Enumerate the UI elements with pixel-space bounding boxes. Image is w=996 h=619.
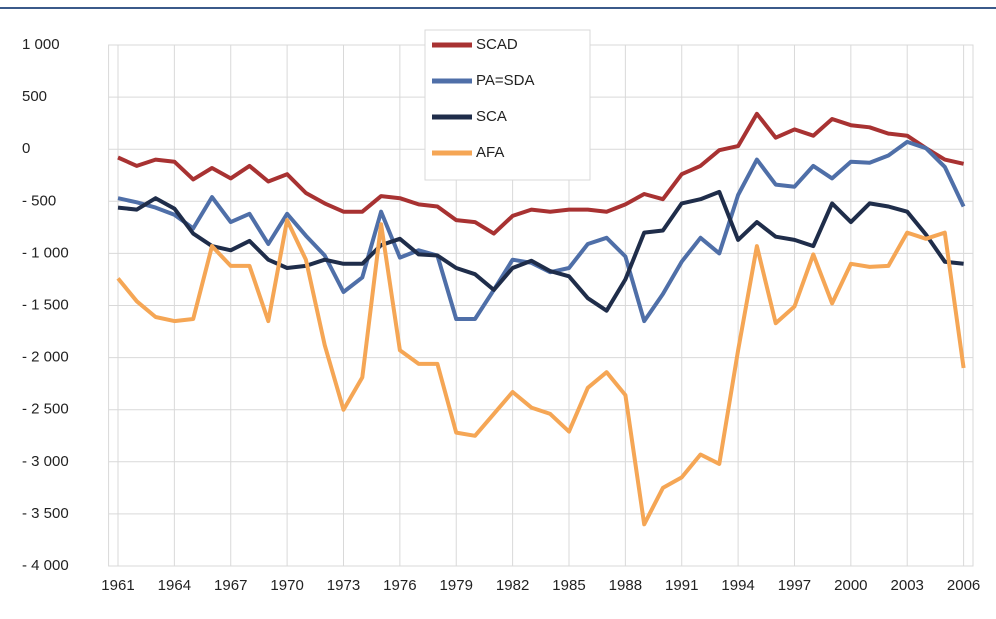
legend-label: SCAD	[476, 36, 518, 53]
x-tick-label: 2000	[834, 577, 867, 594]
x-tick-label: 1970	[270, 577, 303, 594]
y-tick-label: - 500	[22, 192, 56, 209]
x-tick-label: 1967	[214, 577, 247, 594]
x-tick-label: 1973	[327, 577, 360, 594]
y-tick-label: - 4 000	[22, 557, 69, 574]
x-tick-label: 2003	[891, 577, 924, 594]
x-tick-label: 1979	[440, 577, 473, 594]
x-tick-label: 1997	[778, 577, 811, 594]
y-tick-label: 1 000	[22, 36, 60, 53]
y-tick-label: - 2 000	[22, 349, 69, 366]
x-tick-label: 1964	[158, 577, 191, 594]
y-tick-label: - 3 500	[22, 505, 69, 522]
legend-label: AFA	[476, 144, 504, 161]
x-tick-label: 1988	[609, 577, 642, 594]
series-line	[116, 218, 966, 527]
legend-label: PA=SDA	[476, 72, 535, 89]
x-tick-label: 1991	[665, 577, 698, 594]
y-tick-label: - 2 500	[22, 401, 69, 418]
x-tick-label: 1994	[721, 577, 754, 594]
x-tick-label: 2006	[947, 577, 980, 594]
y-tick-label: 0	[22, 140, 30, 157]
series-line	[117, 189, 964, 313]
x-tick-label: 1976	[383, 577, 416, 594]
x-tick-label: 1982	[496, 577, 529, 594]
y-tick-label: - 3 000	[22, 453, 69, 470]
legend-label: SCA	[476, 108, 507, 125]
series-line	[117, 111, 965, 236]
x-tick-label: 1985	[552, 577, 585, 594]
y-tick-label: 500	[22, 88, 47, 105]
y-tick-label: - 1 000	[22, 244, 69, 261]
y-tick-label: - 1 500	[22, 296, 69, 313]
x-tick-label: 1961	[101, 577, 134, 594]
